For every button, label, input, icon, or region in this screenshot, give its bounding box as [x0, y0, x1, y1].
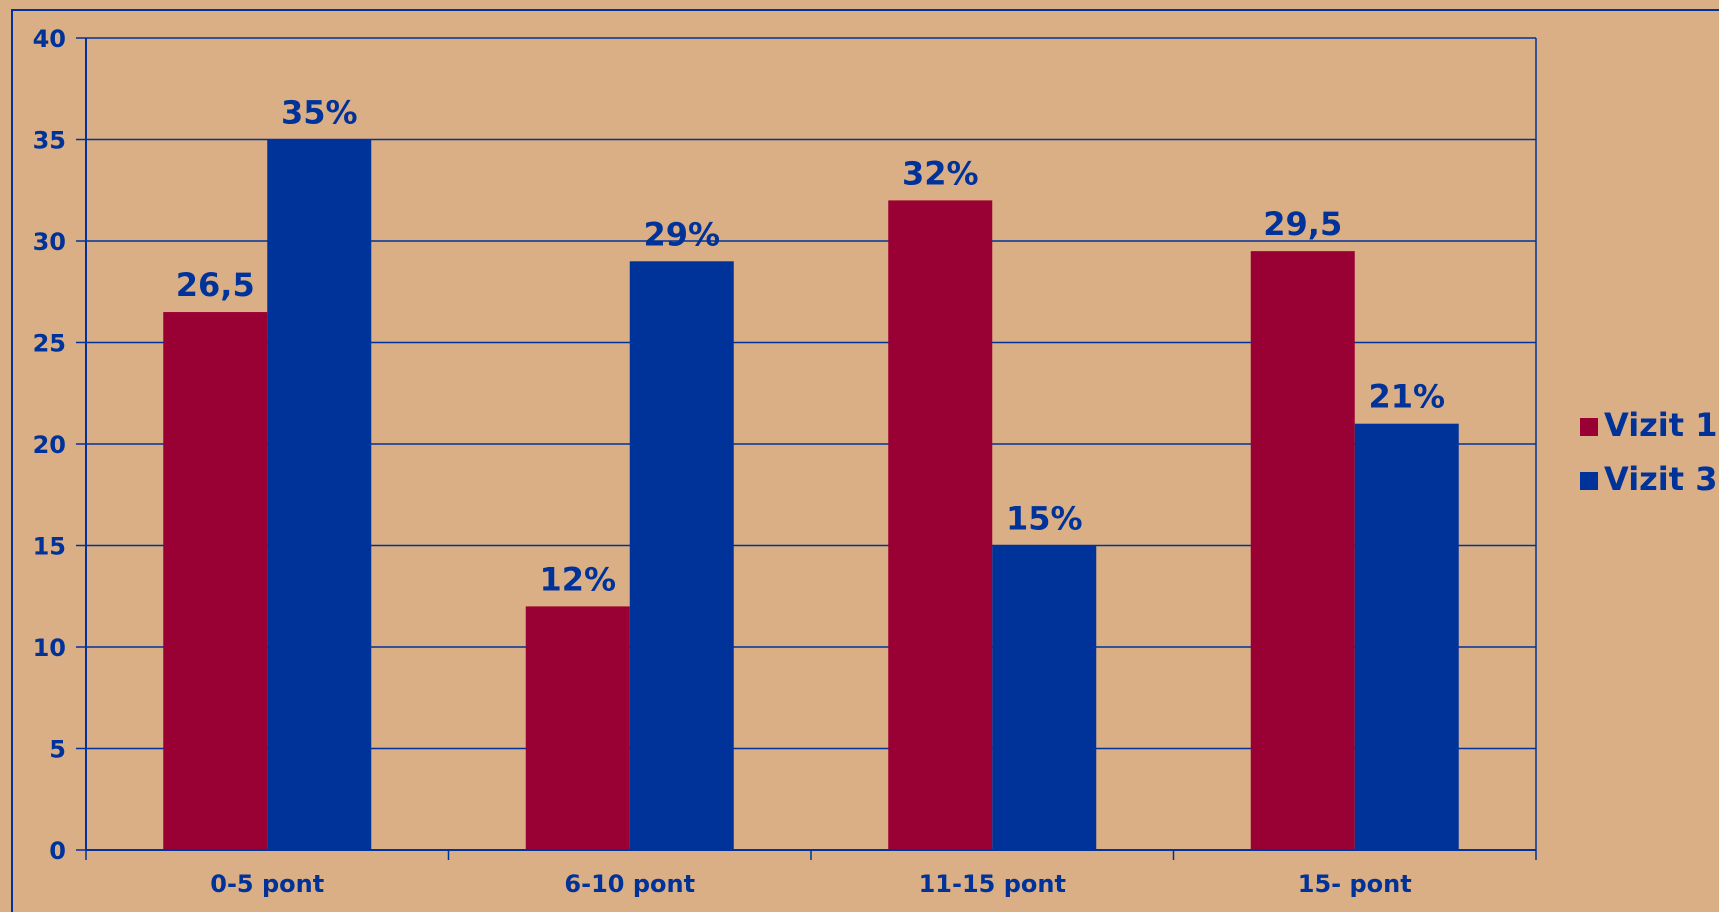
legend-swatch: [1580, 472, 1598, 490]
x-tick-label: 11-15 pont: [919, 870, 1066, 898]
axis-layer: 0 5 10 15 20 25 30 35 40 0-5 pont 6-10 pont 11-15 p…: [33, 25, 1537, 898]
bar: [163, 312, 268, 850]
data-label: 32%: [902, 154, 979, 192]
y-tick-label: 5: [49, 736, 66, 764]
data-label: 15%: [1006, 500, 1083, 538]
x-tick-label: 6-10 pont: [564, 870, 695, 898]
bar: [525, 606, 630, 850]
data-label: 29,5: [1263, 205, 1342, 243]
bar: [267, 139, 372, 850]
legend: Vizit 1 Vizit 3: [1580, 406, 1717, 498]
x-tick-label: 15- pont: [1298, 870, 1412, 898]
legend-entry: Vizit 1: [1604, 406, 1717, 444]
data-label: 26,5: [176, 266, 255, 304]
bar: [1354, 423, 1459, 850]
y-tick-label: 0: [49, 837, 66, 865]
y-tick-label: 40: [33, 25, 66, 53]
data-label: 21%: [1368, 378, 1445, 416]
y-tick-label: 25: [33, 330, 66, 358]
data-label: 35%: [281, 94, 358, 132]
data-label: 12%: [539, 560, 616, 598]
labels-layer: 26,5 35% 12% 29% 32% 15% 29,5 21%: [176, 94, 1445, 599]
data-label: 29%: [643, 215, 720, 253]
legend-swatch: [1580, 418, 1598, 436]
x-tick-label: 0-5 pont: [210, 870, 324, 898]
y-tick-label: 35: [33, 127, 66, 155]
y-tick-label: 15: [33, 533, 66, 561]
bar: [888, 200, 993, 850]
legend-entry: Vizit 3: [1604, 460, 1717, 498]
bar: [992, 545, 1097, 850]
bar: [1250, 251, 1355, 850]
bars-layer: [163, 139, 1459, 850]
y-tick-label: 10: [33, 634, 66, 662]
y-tick-label: 30: [33, 228, 66, 256]
bar: [629, 261, 734, 850]
y-tick-label: 20: [33, 431, 66, 459]
chart-border: [11, 9, 1719, 912]
